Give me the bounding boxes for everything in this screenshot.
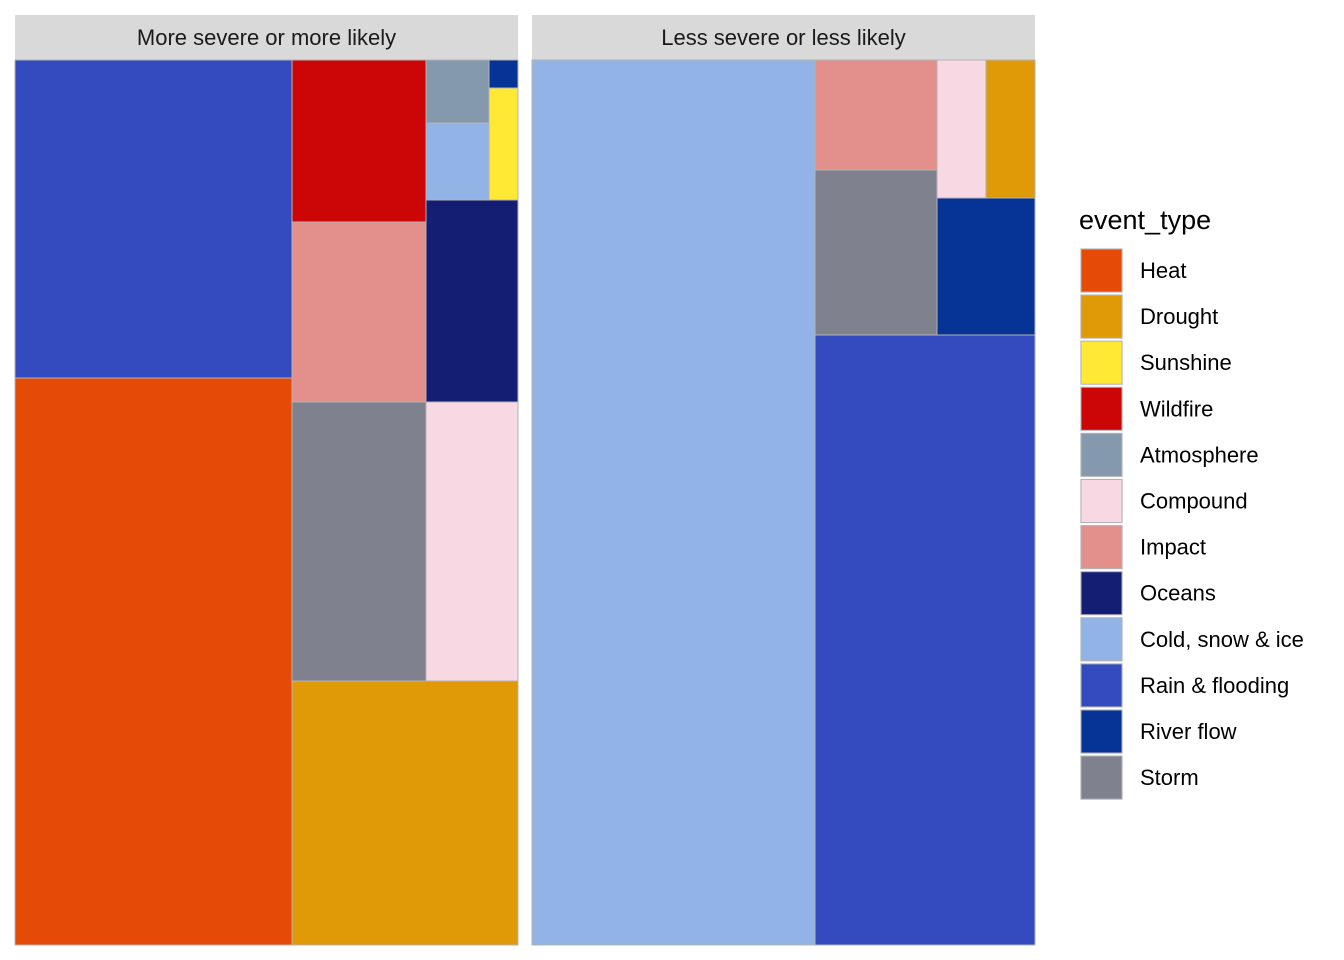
legend-swatch (1080, 663, 1123, 708)
legend-item-storm: Storm (1080, 755, 1199, 801)
treemap-tile-impact (291, 221, 427, 403)
legend-item-drought: Drought (1080, 294, 1218, 340)
legend-label: River flow (1140, 719, 1237, 744)
treemap-tile-cold-snow-ice (531, 59, 816, 946)
treemap-tile-atmosphere (425, 59, 490, 124)
legend-swatch (1080, 386, 1123, 431)
legend: event_type Heat Drought Sunshine Wildfire Atm… (1079, 205, 1304, 801)
legend-label: Oceans (1140, 581, 1216, 606)
legend-swatch (1080, 709, 1123, 754)
treemap-tile-drought (985, 59, 1036, 199)
legend-item-river-flow: River flow (1080, 709, 1237, 754)
legend-label: Compound (1140, 489, 1248, 514)
treemap-tile-compound (425, 401, 519, 682)
legend-label: Heat (1140, 258, 1186, 283)
legend-item-compound: Compound (1080, 478, 1248, 524)
treemap-tile-rain-flooding (14, 59, 293, 379)
legend-swatch (1080, 340, 1123, 385)
treemap-tile-heat (14, 377, 293, 946)
legend-label: Rain & flooding (1140, 673, 1289, 698)
treemap-tile-oceans (425, 199, 519, 403)
legend-item-heat: Heat (1080, 248, 1186, 293)
legend-swatch (1080, 432, 1123, 477)
facet-panels: More severe or more likely Less severe or… (14, 15, 1036, 946)
legend-title: event_type (1079, 205, 1211, 235)
treemap-tile-rain-flooding (814, 334, 1036, 946)
treemap-tile-compound (936, 59, 987, 199)
legend-swatch (1080, 617, 1123, 662)
legend-item-sunshine: Sunshine (1080, 340, 1232, 386)
facet-strip-label: More severe or more likely (137, 25, 396, 50)
treemap-tile-river-flow (488, 59, 519, 89)
legend-item-atmosphere: Atmosphere (1080, 432, 1259, 478)
legend-swatch (1080, 755, 1123, 800)
legend-label: Wildfire (1140, 396, 1213, 421)
legend-item-wildfire: Wildfire (1080, 386, 1213, 432)
treemap-tile-impact (814, 59, 938, 171)
legend-label: Cold, snow & ice (1140, 627, 1304, 652)
legend-item-cold-snow-ice: Cold, snow & ice (1080, 616, 1304, 662)
legend-label: Impact (1140, 535, 1206, 560)
legend-label: Drought (1140, 304, 1218, 329)
legend-label: Storm (1140, 765, 1199, 790)
facet-strip (15, 15, 518, 60)
legend-label: Atmosphere (1140, 442, 1259, 467)
treemap-tile-river-flow (936, 197, 1036, 336)
facet-panel: Less severe or less likely (531, 15, 1036, 946)
treemap-tile-storm (291, 401, 427, 682)
treemap-tile-cold-snow-ice (425, 122, 490, 201)
legend-swatch (1080, 479, 1123, 523)
facet-panel: More severe or more likely (14, 15, 519, 946)
legend-item-oceans: Oceans (1080, 570, 1216, 616)
legend-swatch (1080, 248, 1123, 293)
treemap-tile-storm (814, 169, 938, 336)
treemap-tile-drought (291, 680, 519, 946)
legend-item-rain-flooding: Rain & flooding (1080, 662, 1289, 708)
legend-swatch (1080, 294, 1123, 339)
legend-swatch (1080, 525, 1123, 570)
legend-swatch (1080, 571, 1123, 616)
treemap-tile-sunshine (488, 87, 519, 201)
facet-strip (532, 15, 1035, 60)
legend-item-impact: Impact (1080, 524, 1206, 570)
facet-strip-label: Less severe or less likely (661, 25, 906, 50)
treemap-tile-wildfire (291, 59, 427, 223)
legend-label: Sunshine (1140, 350, 1232, 375)
